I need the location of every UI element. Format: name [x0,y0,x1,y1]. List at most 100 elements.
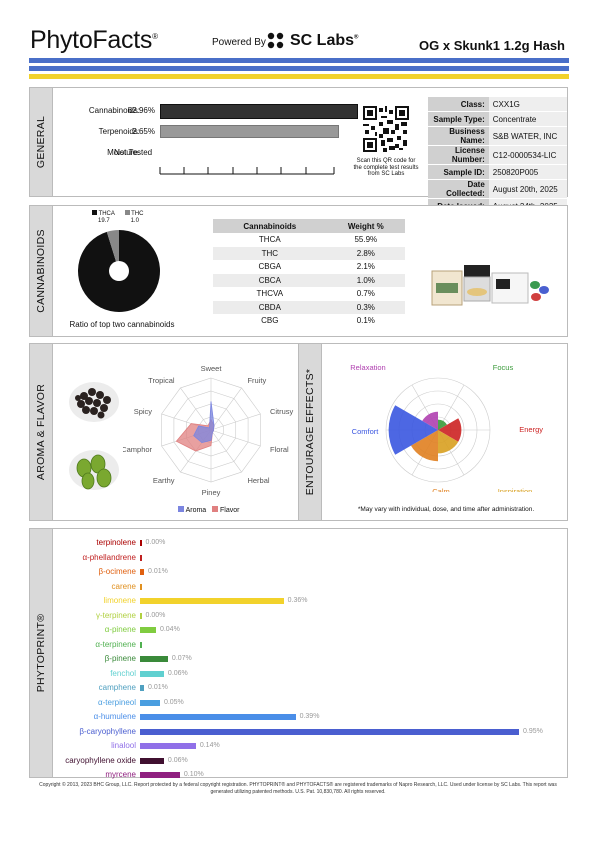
cannabinoid-pie-chart [78,230,161,312]
pie-legend-thc-name: THC [131,211,144,217]
terpene-value: 0.06% [167,669,188,677]
info-value: August 20th, 2025 [488,179,567,199]
sc-labs-logo-icon [267,32,284,49]
terpene-label: fenchol [110,668,136,678]
terpene-bar [140,598,284,604]
terpene-value: 0.39% [299,713,320,720]
cannabinoids-value: 62.96% [127,106,155,115]
terpene-label: γ-terpinene [95,610,136,620]
cannabinoid-name: CBG [261,316,279,326]
info-row: Class: CXX1G [428,97,567,112]
cannabinoid-weight: 0.1% [356,316,375,326]
sc-labs-text: SC Labs [290,32,355,49]
radar-axis-label: Earthy [153,476,175,485]
entourage-section: ENTOURAGE EFFECTS* Relaxation Focus Energy… [298,343,568,521]
effect-wedge-comfort [388,405,438,455]
cannabinoids-section: CANNABINOIDS THCA 19.7 THC 1.0 Ratio of … [29,205,568,337]
cannabinoid-weight: 1.0% [326,273,405,287]
radar-axis-label: Sweet [201,364,223,373]
radar-axis-label: Fruity [247,376,266,385]
phytoprint-section: PHYTOPRINT® terpinolene 0.00% α-phellandre… [29,528,568,779]
entourage-label-text: ENTOURAGE EFFECTS* [304,368,316,496]
terpene-label: linalool [111,741,136,750]
terpene-bar [140,569,144,575]
cannabinoids-side-label: CANNABINOIDS [30,206,53,336]
cannabinoid-row: CBCA 1.0% [213,273,405,287]
terpene-value: 0.00% [145,539,166,546]
cannabinoid-weight: 0.7% [356,289,375,299]
info-value: CXX1G [488,97,567,112]
info-key: Class: [428,97,489,112]
pie-legend-thca-name: THCA [98,211,115,217]
terpenoids-value: 2.65% [132,127,155,136]
terpene-bar [140,757,164,764]
terpene-bar [140,685,144,691]
cannabinoid-row: CBG 0.1% [213,314,405,328]
pie-legend-thca-value: 19.7 [98,218,110,224]
terpene-value: 0.14% [199,742,220,749]
terpene-value: 0.95% [523,727,543,735]
terpene-bar [140,641,142,648]
peppercorn-image [69,382,119,422]
cannabinoid-row: THCVA 0.7% [213,287,405,301]
terpene-label: β-caryophyllene [79,726,136,736]
terpene-bar [140,714,296,720]
cannabinoid-row: THC 2.8% [213,246,405,260]
radar-axis-label: Camphor [123,445,153,454]
info-row: Date Collected: August 20th, 2025 [428,179,567,199]
cannabinoid-name: CBCA [213,273,327,287]
entourage-footnote: *May vary with individual, dose, and tim… [357,506,535,513]
sample-info-table: Class: CXX1G Sample Type: Concentrate Busine… [428,97,567,214]
info-key: Business Name: [428,126,489,146]
sc-labs-mark: ® [354,34,359,41]
cannabinoid-row: THCA 55.9% [213,233,405,247]
pie-caption: Ratio of top two cannabinoids [69,320,175,329]
terpene-value: 0.36% [287,597,308,604]
terpene-bar [140,743,196,749]
terpene-label: α-terpinene [95,639,136,649]
moisture-value: Not Tested [114,148,153,157]
radar-axis-label: Spicy [134,407,153,416]
cannabinoid-table: Cannabinoids Weight % THCA 55.9% THC 2.8% CB… [213,219,405,328]
aroma-legend-label: Aroma [185,507,207,514]
phytofacts-logo: PhytoFacts® [30,26,158,55]
scale-ruler [159,167,335,175]
info-key: License Number: [428,145,489,165]
terpene-value: 0.07% [171,655,192,662]
moisture-label: Moisture: [107,148,140,157]
cannabinoids-label-text: CANNABINOIDS [35,229,47,313]
general-section: GENERAL Cannabinoids: 62.96% Terpenoids:… [29,87,568,214]
terpene-bar [140,583,142,590]
terpene-label: α-pinene [104,625,136,634]
radar-axis-label: Piney [202,488,221,497]
radar-spoke [210,413,261,431]
sc-labs-brand: SC Labs® [290,32,358,50]
terpene-bar [140,612,142,619]
info-row: Sample ID: 250820P005 [428,164,567,180]
header-stripe-blue-2 [29,66,569,71]
flavor-legend-label: Flavor [219,507,240,514]
effect-wedge-calm [410,430,438,462]
cannabinoid-name: THCA [258,235,281,245]
product-image [431,265,549,306]
flavor-legend-swatch [212,506,219,512]
effect-label-inspiration: Inspiration [498,487,533,492]
aroma-side-label: AROMA & FLAVOR [30,344,53,520]
aroma-flavor-radar-chart: Sweet Fruity Citrusy Floral Herbal Piney Earth… [123,364,294,497]
terpene-bar [140,772,180,778]
info-value: C12-0000534-LIC [488,145,567,165]
terpene-label: carene [111,581,136,591]
terpene-label: α-phellandrene [82,552,136,562]
hops-image [69,450,119,490]
pie-legend-thca: THCA 19.7 [92,210,115,225]
aroma-legend-swatch [178,506,184,512]
radar-axis-label: Tropical [148,376,175,385]
terpene-label: α-terpineol [98,697,136,707]
pie-slice-thc [106,230,119,271]
cannabinoids-bar [160,104,359,119]
powered-by-label: Powered By [212,37,266,48]
info-key: Sample Type: [428,111,489,127]
product-name: OG x Skunk1 1.2g Hash [419,38,565,53]
terpene-label: α-humulene [93,712,136,721]
terpene-value: 0.06% [167,756,188,764]
